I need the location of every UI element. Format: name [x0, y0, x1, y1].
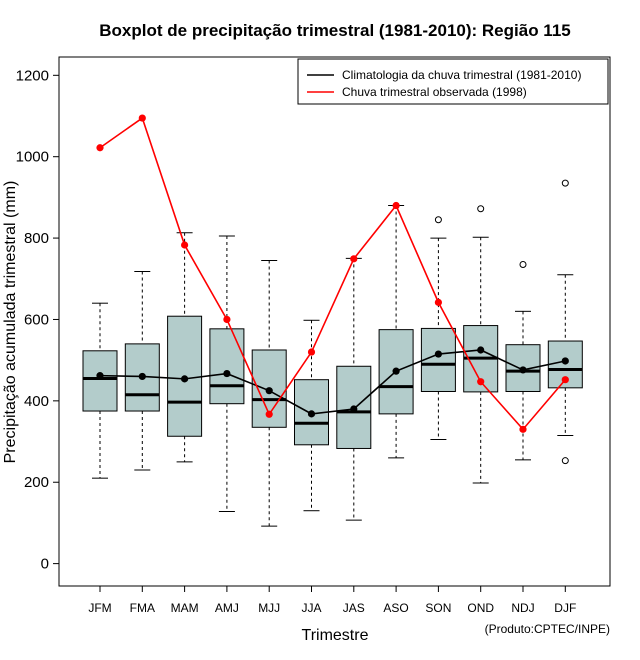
- box-ASO: [378, 205, 414, 459]
- x-tick-label: AMJ: [215, 601, 239, 615]
- box-DJF: [547, 179, 583, 465]
- product-credit: (Produto:CPTEC/INPE): [485, 622, 610, 636]
- box-OND: [463, 205, 499, 484]
- y-tick-label: 1200: [16, 67, 49, 84]
- legend-label-climatologia: Climatologia da chuva trimestral (1981-2…: [342, 68, 581, 82]
- series-point: [392, 201, 400, 210]
- series-point: [307, 410, 316, 418]
- x-tick-label: SON: [425, 601, 451, 615]
- x-axis: JFM FMA MAM AMJ MJJ JJA JAS ASO SON OND NDJ DJF: [88, 586, 576, 615]
- x-tick-label: DJF: [554, 601, 576, 615]
- iqr-box: [209, 328, 245, 405]
- series-point: [96, 144, 104, 152]
- x-tick-label: FMA: [130, 601, 155, 615]
- y-axis-title: Precipitação acumulada trimestral (mm): [2, 181, 19, 464]
- series-point: [434, 350, 442, 358]
- outlier-point: [519, 261, 527, 269]
- series-point: [96, 372, 104, 380]
- series-point: [519, 425, 527, 433]
- y-tick-label: 0: [41, 556, 49, 573]
- plot-frame: [58, 56, 611, 587]
- y-axis: 0 200 400 600 800 1000 1200: [16, 67, 59, 573]
- y-tick-label: 1000: [16, 149, 49, 166]
- series-climatologia: [96, 346, 569, 418]
- legend-label-observada: Chuva trimestral observada (1998): [342, 85, 527, 99]
- series-point: [434, 298, 442, 306]
- series-lines: [96, 114, 569, 433]
- legend: Climatologia da chuva trimestral (1981-2…: [297, 58, 609, 105]
- series-point: [138, 114, 146, 122]
- series-point: [350, 255, 358, 263]
- series-point: [265, 410, 273, 418]
- x-tick-label: JJA: [301, 601, 321, 615]
- x-tick-label: MAM: [171, 601, 199, 615]
- box-AMJ: [209, 235, 245, 513]
- y-tick-label: 800: [24, 230, 49, 247]
- outlier-point: [477, 205, 485, 213]
- series-point: [223, 315, 231, 324]
- series-line: [99, 349, 566, 415]
- series-point: [561, 357, 569, 365]
- series-point: [223, 369, 231, 378]
- chart-title: Boxplot de precipitação trimestral (1981…: [99, 21, 570, 40]
- iqr-box: [420, 327, 456, 392]
- series-point: [265, 387, 273, 395]
- series-point: [519, 366, 527, 374]
- iqr-box: [82, 350, 118, 412]
- series-point: [181, 241, 189, 249]
- series-point: [477, 346, 485, 354]
- series-point: [350, 405, 358, 413]
- box-JFM: [82, 302, 118, 479]
- outlier-point: [561, 457, 569, 465]
- y-tick-label: 400: [24, 393, 49, 410]
- series-point: [138, 372, 146, 381]
- series-point: [307, 348, 316, 356]
- outlier-point: [434, 216, 442, 224]
- x-tick-label: ASO: [383, 601, 408, 615]
- y-tick-label: 600: [24, 311, 49, 328]
- series-line: [99, 116, 566, 431]
- x-tick-label: OND: [467, 601, 494, 615]
- box-SON: [420, 216, 456, 441]
- boxes: [82, 179, 583, 527]
- box-FMA: [124, 270, 160, 471]
- x-tick-label: JFM: [88, 601, 111, 615]
- x-tick-label: NDJ: [511, 601, 534, 615]
- series-point: [392, 367, 400, 375]
- outlier-point: [561, 179, 569, 187]
- series-point: [477, 378, 485, 386]
- x-tick-label: JAS: [343, 601, 365, 615]
- box-JAS: [336, 257, 372, 521]
- x-axis-title: Trimestre: [302, 627, 369, 644]
- series-observada-1998: [96, 114, 569, 433]
- x-tick-label: MJJ: [258, 601, 280, 615]
- y-tick-label: 200: [24, 474, 49, 491]
- series-point: [561, 376, 569, 384]
- series-point: [181, 375, 189, 383]
- legend-frame: [297, 58, 609, 105]
